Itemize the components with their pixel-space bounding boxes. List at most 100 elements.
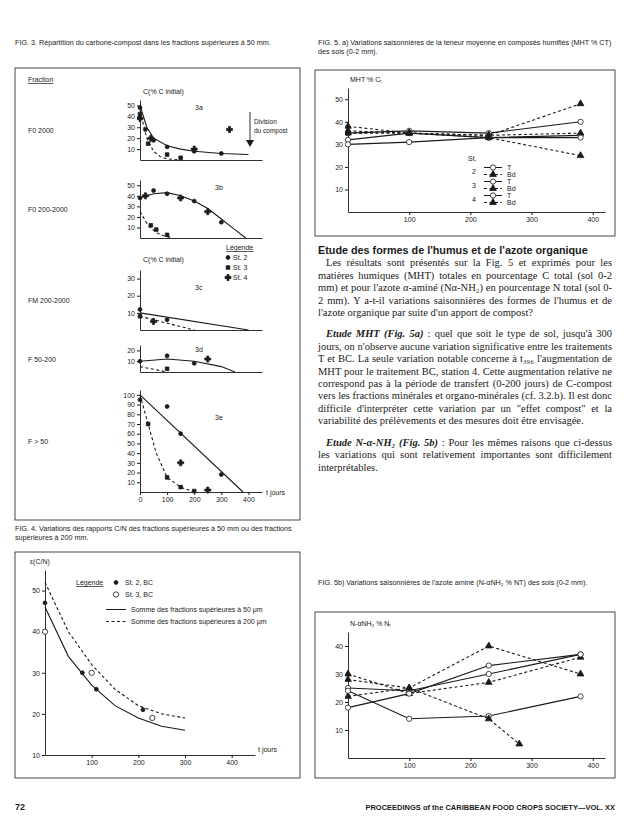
axis-line xyxy=(45,571,46,756)
panel-label: 3e xyxy=(215,414,223,421)
axis xyxy=(141,160,263,161)
axis: 1020304050 xyxy=(127,181,140,239)
tick-mark xyxy=(593,758,594,761)
tick-mark xyxy=(470,212,471,215)
tick-label: 20 xyxy=(127,292,135,299)
paragraph-lead: Etude MHT (Fig. 5a) xyxy=(326,328,423,339)
legend-entry: St. 4 xyxy=(225,274,248,281)
tick: 20 xyxy=(127,347,140,354)
tick-mark xyxy=(409,758,410,761)
figure-caption: FIG. 5. a) Variations saisonnières de la… xyxy=(318,38,613,56)
tick-mark xyxy=(92,755,93,758)
tick: 40 xyxy=(127,450,140,457)
legend-entry: St. 2, BC xyxy=(114,579,153,586)
figure-caption: FIG. 5b) Variations saisonnières de l'az… xyxy=(318,578,588,587)
legend-entry: St. 2 xyxy=(226,254,247,261)
series-line xyxy=(140,367,167,372)
tick: 100 xyxy=(404,758,416,769)
legend-title: St. xyxy=(468,155,477,162)
tick-mark xyxy=(345,702,348,703)
fraction-header: Fraction xyxy=(28,76,53,83)
tick-label: 20 xyxy=(127,135,135,142)
marker xyxy=(407,716,412,721)
tick-label: 50 xyxy=(127,102,135,109)
marker xyxy=(490,171,497,177)
axis xyxy=(141,372,263,373)
axis-line xyxy=(141,492,263,493)
tick: 300 xyxy=(216,492,228,503)
marker xyxy=(178,460,184,466)
tick: 100 xyxy=(162,492,174,503)
axis-title: C(% C initial) xyxy=(143,88,184,96)
axis-line xyxy=(140,391,141,493)
marker xyxy=(490,193,495,198)
axis-title: C(% C initial) xyxy=(143,256,184,264)
tick: 20 xyxy=(335,164,348,171)
marker xyxy=(577,152,584,158)
chart: 1020 xyxy=(127,346,262,373)
marker xyxy=(165,233,169,237)
tick: 10 xyxy=(127,224,140,231)
tick: 300 xyxy=(526,758,538,769)
axis-line xyxy=(140,271,141,331)
chart: 1020304050100200300400 xyxy=(32,571,255,766)
tick-label: 300 xyxy=(526,216,538,223)
series-line xyxy=(140,193,246,238)
tick-label: 30 xyxy=(127,203,135,210)
tick: 400 xyxy=(243,492,255,503)
tick-label: 100 xyxy=(86,759,98,766)
tick-mark xyxy=(42,755,45,756)
legend-entry: T xyxy=(484,178,512,185)
tick-label: 10 xyxy=(127,224,135,231)
legend-label: St. 2 xyxy=(233,254,248,261)
tick-label: 400 xyxy=(226,759,238,766)
tick-label: 40 xyxy=(127,450,135,457)
axis-line xyxy=(348,89,349,213)
marker xyxy=(490,179,495,184)
axis-line xyxy=(141,160,263,161)
tick-label: 0 xyxy=(139,496,143,503)
chart: 102030 xyxy=(127,271,262,331)
tick: 70 xyxy=(127,421,140,428)
tick-mark xyxy=(345,99,348,100)
tick: 20 xyxy=(127,214,140,221)
tick: 10 xyxy=(335,727,348,734)
series-line xyxy=(348,133,581,135)
figure-frame xyxy=(315,70,615,236)
marker xyxy=(152,189,156,193)
text-block: Etude des formes de l'humus et de l'azot… xyxy=(318,244,612,483)
tick-mark xyxy=(345,189,348,190)
tick: 0 xyxy=(139,492,143,503)
tick-label: 20 xyxy=(32,711,40,718)
tick-mark xyxy=(137,405,140,406)
marker xyxy=(485,642,492,648)
tick-label: 20 xyxy=(127,469,135,476)
legend-entry: T xyxy=(484,192,512,199)
tick-label: 10 xyxy=(127,479,135,486)
marker xyxy=(578,694,583,699)
tick: 100 xyxy=(404,212,416,223)
marker xyxy=(490,165,495,170)
marker xyxy=(165,153,169,157)
marker xyxy=(406,129,413,135)
axis-line xyxy=(141,330,263,331)
marker xyxy=(165,318,169,322)
tick-label: 40 xyxy=(32,628,40,635)
axis: 1020 xyxy=(127,346,140,373)
legend-title: Légende xyxy=(76,579,103,587)
tick-label: 100 xyxy=(123,392,135,399)
axis-title: N-αNH₂ % Nₜ xyxy=(350,620,391,627)
tick: 30 xyxy=(127,460,140,467)
tick: 300 xyxy=(526,212,538,223)
tick-label: 100 xyxy=(404,762,416,769)
axis: 102030405060708090100 xyxy=(123,391,140,493)
axis xyxy=(141,330,263,331)
tick: 50 xyxy=(127,440,140,447)
tick: 20 xyxy=(335,699,348,706)
marker xyxy=(113,592,118,597)
axis-line xyxy=(46,755,256,756)
tick-mark xyxy=(593,212,594,215)
fraction-label: F0 200-2000 xyxy=(28,206,68,213)
marker xyxy=(165,405,169,409)
tick: 200 xyxy=(465,212,477,223)
